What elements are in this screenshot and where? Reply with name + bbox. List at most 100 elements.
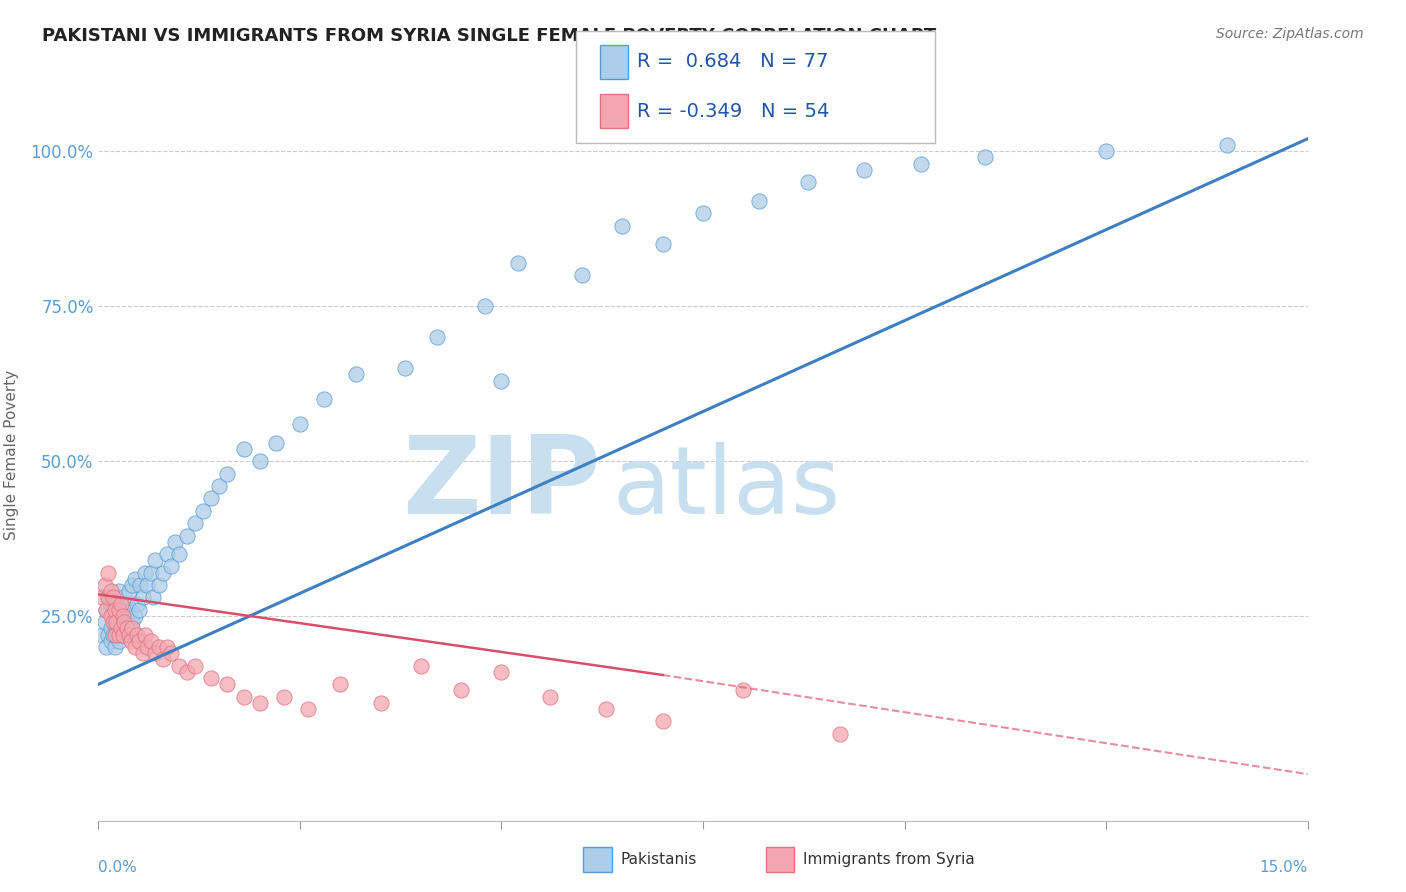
Point <box>142 591 165 605</box>
Point <box>101 591 124 605</box>
Point <box>139 566 162 580</box>
Point <box>97 628 120 642</box>
Point <box>103 628 125 642</box>
Point <box>94 615 117 630</box>
Point <box>152 652 174 666</box>
Point <box>103 603 125 617</box>
Point <box>288 417 311 431</box>
Point <box>571 268 593 282</box>
Point <box>314 392 336 406</box>
Point <box>160 559 183 574</box>
Point <box>105 615 128 630</box>
Point <box>97 591 120 605</box>
Point <box>96 603 118 617</box>
Point <box>107 603 129 617</box>
Point <box>156 547 179 561</box>
Point <box>124 572 146 586</box>
Point <box>193 504 215 518</box>
Point <box>112 615 135 630</box>
Point <box>184 658 207 673</box>
Point <box>115 622 138 636</box>
Point <box>152 566 174 580</box>
Point <box>120 633 142 648</box>
Point <box>273 690 295 704</box>
Point <box>103 640 125 654</box>
Text: PAKISTANI VS IMMIGRANTS FROM SYRIA SINGLE FEMALE POVERTY CORRELATION CHART: PAKISTANI VS IMMIGRANTS FROM SYRIA SINGL… <box>42 27 936 45</box>
Point <box>124 640 146 654</box>
Point <box>148 578 170 592</box>
Point <box>105 603 128 617</box>
Point <box>1095 144 1118 158</box>
Point <box>910 156 932 170</box>
Point <box>491 374 513 388</box>
Point <box>107 609 129 624</box>
Point <box>692 206 714 220</box>
Point <box>167 658 190 673</box>
Point <box>344 368 367 382</box>
Point <box>100 584 122 599</box>
Point <box>409 658 432 673</box>
Point <box>124 609 146 624</box>
Point <box>96 640 118 654</box>
Point <box>135 578 157 592</box>
Point <box>103 591 125 605</box>
Point <box>118 609 141 624</box>
Point <box>97 591 120 605</box>
Point <box>101 615 124 630</box>
Point <box>128 633 150 648</box>
Point <box>110 622 132 636</box>
Point <box>120 603 142 617</box>
Point <box>249 696 271 710</box>
Point <box>134 628 156 642</box>
Point <box>974 150 997 164</box>
Point <box>118 584 141 599</box>
Text: 0.0%: 0.0% <box>98 860 138 874</box>
Point <box>110 597 132 611</box>
Point <box>111 628 134 642</box>
Text: atlas: atlas <box>613 442 841 533</box>
Point <box>139 633 162 648</box>
Point <box>101 628 124 642</box>
Point <box>101 603 124 617</box>
Point <box>118 628 141 642</box>
Text: Source: ZipAtlas.com: Source: ZipAtlas.com <box>1216 27 1364 41</box>
Point <box>127 628 149 642</box>
Point <box>111 628 134 642</box>
Point <box>232 442 254 456</box>
Point <box>506 256 529 270</box>
Point <box>797 175 820 189</box>
Text: 15.0%: 15.0% <box>1260 860 1308 874</box>
Point <box>474 299 496 313</box>
Point <box>111 609 134 624</box>
Point <box>100 609 122 624</box>
Point <box>105 628 128 642</box>
Point <box>176 528 198 542</box>
Point <box>200 491 222 506</box>
Point <box>107 584 129 599</box>
Text: R =  0.684   N = 77: R = 0.684 N = 77 <box>637 53 828 71</box>
Point <box>91 591 114 605</box>
Point <box>370 696 392 710</box>
Point <box>112 615 135 630</box>
Point <box>329 677 352 691</box>
Point <box>297 702 319 716</box>
Point <box>163 534 186 549</box>
Point <box>121 622 143 636</box>
Point <box>143 553 166 567</box>
Point <box>127 597 149 611</box>
Point <box>115 622 138 636</box>
Text: ZIP: ZIP <box>402 431 600 537</box>
Point <box>651 714 673 729</box>
Point <box>264 435 287 450</box>
Point <box>107 633 129 648</box>
Point <box>96 603 118 617</box>
Point <box>128 603 150 617</box>
Point <box>110 597 132 611</box>
Point <box>538 690 561 704</box>
Point <box>208 479 231 493</box>
Point <box>426 330 449 344</box>
Point <box>853 162 876 177</box>
Point <box>91 628 114 642</box>
Text: Pakistanis: Pakistanis <box>620 853 696 867</box>
Text: Immigrants from Syria: Immigrants from Syria <box>803 853 974 867</box>
